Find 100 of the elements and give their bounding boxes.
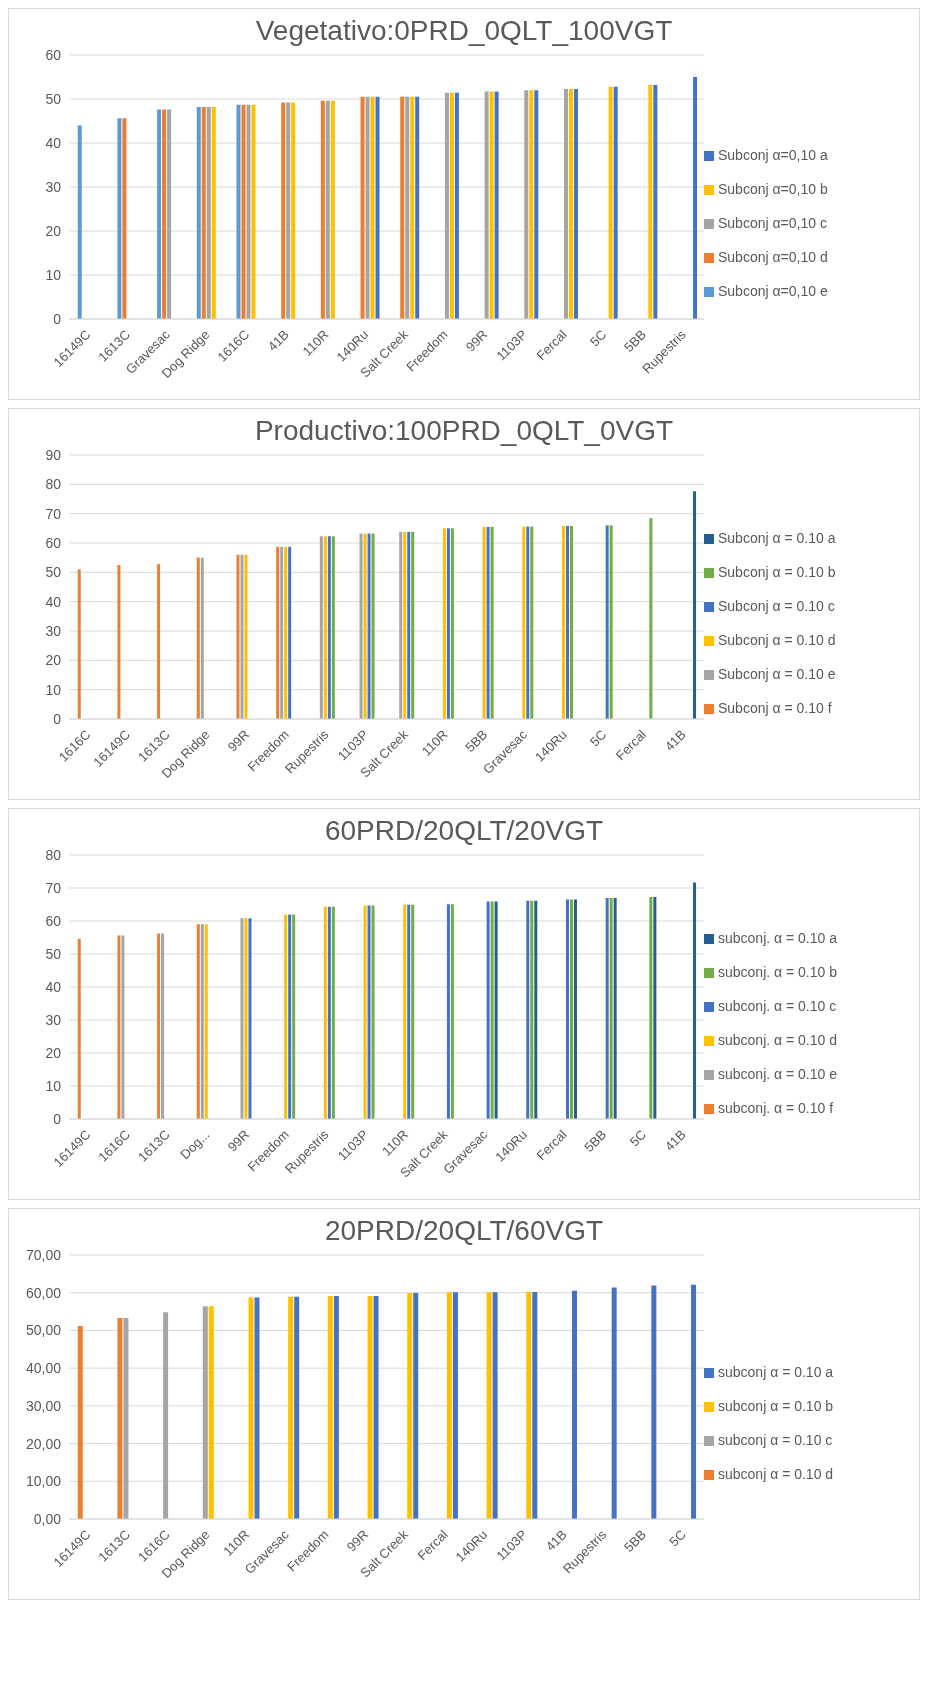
bar — [494, 901, 498, 1119]
bar — [484, 91, 489, 319]
y-tick-label: 0 — [53, 310, 62, 327]
bar — [117, 935, 121, 1119]
bar — [653, 84, 658, 319]
bar — [611, 1287, 617, 1519]
legend-label: subconj. α = 0.10 d — [718, 1032, 838, 1048]
bar — [608, 86, 613, 319]
bar — [530, 900, 534, 1119]
bar — [360, 96, 365, 319]
bar — [649, 518, 653, 719]
bar — [489, 91, 494, 319]
bar — [486, 901, 490, 1119]
y-tick-label: 30 — [45, 622, 62, 639]
bar — [569, 899, 573, 1119]
bar — [490, 526, 494, 719]
bar — [454, 92, 459, 319]
bar — [117, 118, 122, 319]
bar — [196, 557, 200, 719]
bar — [529, 90, 534, 319]
bar — [613, 897, 617, 1119]
bar — [291, 102, 296, 319]
legend-label: subconj α = 0.10 b — [718, 1398, 834, 1414]
bar — [241, 104, 246, 319]
bar — [565, 899, 569, 1119]
bar — [236, 554, 240, 719]
bar — [359, 533, 363, 719]
y-tick-label: 50 — [45, 564, 62, 581]
bar — [196, 924, 200, 1119]
x-tick-label: 5C — [586, 726, 610, 750]
y-tick-label: 80 — [45, 476, 62, 493]
bar — [286, 102, 291, 319]
bar — [363, 905, 367, 1119]
bar — [157, 564, 161, 719]
y-tick-label: 70 — [45, 505, 62, 522]
bar — [288, 1296, 294, 1519]
bar — [121, 935, 125, 1119]
bar — [323, 536, 327, 719]
y-tick-label: 40 — [45, 593, 62, 610]
x-tick-label: 41B — [264, 326, 292, 354]
x-tick-label: 99R — [462, 326, 491, 355]
bar — [280, 546, 284, 719]
bar — [206, 106, 211, 319]
bar — [446, 1292, 452, 1519]
bar — [526, 1291, 532, 1519]
bar — [327, 906, 331, 1119]
y-tick-label: 50,00 — [25, 1322, 62, 1339]
bar — [413, 1293, 419, 1519]
bar — [201, 106, 206, 319]
y-tick-label: 90 — [45, 446, 62, 463]
bar — [613, 86, 618, 319]
y-tick-label: 70 — [45, 879, 62, 896]
x-tick-label: 41B — [661, 726, 689, 754]
bar — [367, 533, 371, 719]
bar — [325, 100, 330, 319]
legend-label: Subconj α=0,10 d — [718, 249, 828, 265]
bar — [331, 536, 335, 719]
legend-label: subconj. α = 0.10 f — [718, 1100, 834, 1116]
bar — [450, 528, 454, 719]
bar — [365, 96, 370, 319]
y-tick-label: 40 — [45, 978, 62, 995]
bar — [444, 92, 449, 319]
bar — [494, 91, 499, 319]
bar — [117, 565, 121, 719]
bar — [561, 525, 565, 719]
y-tick-label: 0 — [53, 1110, 62, 1127]
bar — [251, 104, 256, 319]
y-tick-label: 0 — [53, 710, 62, 727]
bar — [284, 546, 288, 719]
bar — [522, 526, 526, 719]
bar — [371, 533, 375, 719]
bar — [649, 896, 653, 1119]
chart-title: Vegetativo:0PRD_0QLT_100VGT — [254, 14, 674, 47]
bar — [254, 1297, 260, 1519]
y-tick-label: 60 — [45, 534, 62, 551]
bar — [407, 531, 411, 719]
legend-label: Subconj α=0,10 b — [718, 181, 828, 197]
bar — [157, 109, 162, 319]
bar — [490, 901, 494, 1119]
y-tick-label: 10 — [45, 266, 62, 283]
bar — [327, 536, 331, 719]
bar — [446, 904, 450, 1119]
y-tick-label: 60 — [45, 912, 62, 929]
bar — [648, 84, 653, 319]
y-tick-label: 40 — [45, 134, 62, 151]
bar — [117, 1317, 123, 1519]
x-tick-label: 5C — [626, 1126, 650, 1150]
bar — [407, 1293, 413, 1519]
bar — [534, 90, 539, 319]
x-tick-label: 99R — [343, 1526, 372, 1555]
legend-label: Subconj α=0,10 a — [718, 147, 828, 163]
bar — [202, 1306, 208, 1519]
bar — [403, 904, 407, 1119]
legend-label: subconj. α = 0.10 a — [718, 930, 838, 946]
bar — [122, 118, 127, 319]
y-tick-label: 60 — [45, 46, 62, 63]
bar — [400, 96, 405, 319]
bar — [410, 96, 415, 319]
bar — [162, 109, 167, 319]
x-tick-label: 41B — [661, 1126, 689, 1154]
